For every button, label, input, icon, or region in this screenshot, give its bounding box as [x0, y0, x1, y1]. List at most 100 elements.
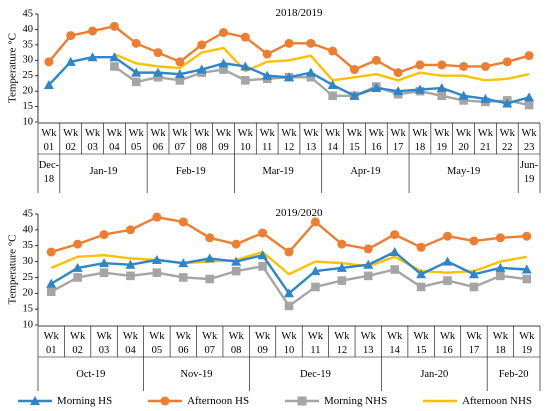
chart1-y-tick-label: 40: [23, 24, 34, 35]
chart1-point-morning-nhs: [153, 72, 163, 82]
chart1-month-label: Feb-19: [176, 166, 206, 177]
chart2-x-tick-label-wk: Wk: [176, 331, 192, 342]
chart2-point-morning-nhs: [443, 276, 452, 285]
chart1-x-tick-label-wk: Wk: [260, 128, 276, 139]
chart1-point-morning-nhs: [219, 65, 228, 74]
chart1-point-afternoon-hs: [197, 40, 207, 50]
chart1-x-tick-label-wk: Wk: [85, 128, 101, 139]
chart1-x-tick-label-num: 13: [306, 142, 317, 153]
chart1-point-morning-hs: [174, 69, 185, 79]
chart1-point-morning-hs: [196, 64, 207, 74]
chart2-point-morning-hs: [363, 259, 374, 269]
chart1-point-afternoon-hs: [88, 26, 98, 36]
chart2-point-morning-hs: [46, 278, 57, 288]
chart1-point-morning-hs: [43, 79, 54, 89]
chart2-x-tick-label-num: 09: [257, 345, 268, 356]
chart2-point-afternoon-hs: [231, 239, 241, 249]
legend-label-morning-hs: Morning HS: [56, 395, 113, 407]
chart1-title: 2018/2019: [275, 7, 323, 19]
chart2-x-tick-label-num: 10: [284, 345, 295, 356]
chart1-point-morning-hs: [87, 52, 98, 62]
chart1-point-afternoon-hs: [44, 57, 54, 67]
chart2-x-tick-label-wk: Wk: [123, 331, 139, 342]
chart1-x-tick-label-wk: Wk: [369, 128, 385, 139]
chart1-y-axis-label: Temperature °C: [7, 33, 19, 103]
chart1-x-tick-label-num: 02: [65, 142, 76, 153]
chart2-point-morning-nhs: [416, 282, 426, 292]
chart1-point-afternoon-hs: [131, 38, 141, 48]
chart1-x-tick-label-num: 05: [131, 142, 142, 153]
chart2-x-tick-label-num: 02: [72, 345, 83, 356]
chart2-point-morning-hs: [125, 259, 136, 269]
chart1-point-morning-hs: [371, 83, 382, 93]
chart2-point-afternoon-hs: [284, 247, 294, 257]
chart2-y-tick-label: 45: [23, 208, 34, 219]
chart1-x-tick-label-num: 07: [175, 142, 186, 153]
chart1-point-morning-nhs: [131, 77, 141, 87]
chart2-point-morning-nhs: [311, 282, 320, 292]
chart1-point-morning-hs: [240, 61, 251, 71]
chart2-point-afternoon-hs: [125, 225, 135, 235]
chart1-point-afternoon-hs: [328, 46, 338, 56]
chart2-month-label: Dec-19: [300, 369, 331, 380]
chart2-x-tick-label-wk: Wk: [466, 331, 482, 342]
chart1-x-tick-label-wk: Wk: [107, 128, 123, 139]
chart1-point-afternoon-hs: [153, 48, 163, 58]
chart1-point-morning-hs: [262, 70, 273, 80]
chart2-point-morning-hs: [468, 269, 479, 279]
chart2-point-morning-hs: [178, 258, 189, 268]
chart2-x-tick-label-wk: Wk: [70, 331, 86, 342]
chart2-x-tick-label-wk: Wk: [493, 331, 509, 342]
chart2-x-tick-label-num: 08: [231, 345, 242, 356]
chart2-point-afternoon-hs: [443, 231, 453, 241]
legend-afternoon-nhs-line-icon: [423, 399, 458, 403]
chart2-point-morning-nhs: [363, 271, 373, 281]
chart1-x-tick-label-num: 17: [393, 142, 404, 153]
chart1-x-tick-label-num: 09: [218, 142, 229, 153]
chart1-point-morning-hs: [458, 90, 469, 100]
chart1-point-morning-hs: [284, 72, 294, 82]
chart2-x-tick-label-wk: Wk: [229, 331, 245, 342]
chart2-point-morning-hs: [284, 288, 294, 298]
chart2-x-tick-label-num: 07: [204, 345, 215, 356]
chart2-point-morning-nhs: [152, 268, 162, 277]
chart2-x-tick-label-wk: Wk: [96, 331, 112, 342]
chart1-series-line-afternoon-nhs: [113, 46, 530, 82]
chart2-x-tick-label-wk: Wk: [308, 331, 324, 342]
chart2-point-morning-hs: [151, 254, 162, 264]
chart1-x-tick-label-wk: Wk: [281, 128, 297, 139]
chart1-point-afternoon-hs: [109, 21, 119, 31]
chart1-x-tick-label-num: 21: [480, 142, 491, 153]
chart1-x-tick-label-num: 11: [262, 142, 272, 153]
chart1-x-tick-label-num: 22: [502, 142, 513, 153]
chart1-month-label: Jan-19: [89, 166, 117, 177]
legend-item-afternoon-hs: Afternoon HS: [148, 395, 249, 407]
chart1-point-afternoon-hs: [66, 31, 76, 41]
chart2-point-morning-hs: [310, 266, 321, 276]
chart1-x-tick-label-num: 04: [109, 142, 120, 153]
legend-label-afternoon-nhs: Afternoon NHS: [462, 395, 533, 407]
chart2-month-label: Oct-19: [76, 369, 105, 380]
chart1-point-afternoon-hs: [502, 57, 512, 67]
chart2-point-morning-nhs: [258, 262, 267, 271]
chart2-point-morning-hs: [257, 250, 268, 260]
chart2-point-afternoon-hs: [178, 217, 188, 227]
chart1-point-afternoon-hs: [437, 60, 447, 70]
chart2-point-afternoon-hs: [363, 244, 373, 254]
chart1-x-tick-label-num: 18: [415, 142, 426, 153]
chart2-x-tick-label-wk: Wk: [255, 331, 271, 342]
chart2-point-morning-nhs: [390, 265, 399, 274]
chart2-y-axis-label: Temperature °C: [7, 235, 19, 305]
chart1-x-tick-label-wk: Wk: [303, 128, 319, 139]
chart1-y-tick-label: 45: [23, 8, 34, 19]
chart2-point-afternoon-hs: [152, 212, 162, 222]
chart1-point-morning-nhs: [328, 91, 337, 101]
chart2-series-line-afternoon-nhs: [50, 250, 528, 276]
chart2-y-tick-label: 25: [23, 272, 34, 283]
chart1-point-morning-hs: [349, 90, 360, 100]
chart2-point-morning-nhs: [126, 271, 135, 281]
chart2-x-tick-label-wk: Wk: [149, 331, 165, 342]
chart2-x-tick-label-wk: Wk: [281, 331, 297, 342]
chart2-point-afternoon-hs: [205, 233, 215, 243]
chart1-point-afternoon-hs: [284, 38, 294, 48]
